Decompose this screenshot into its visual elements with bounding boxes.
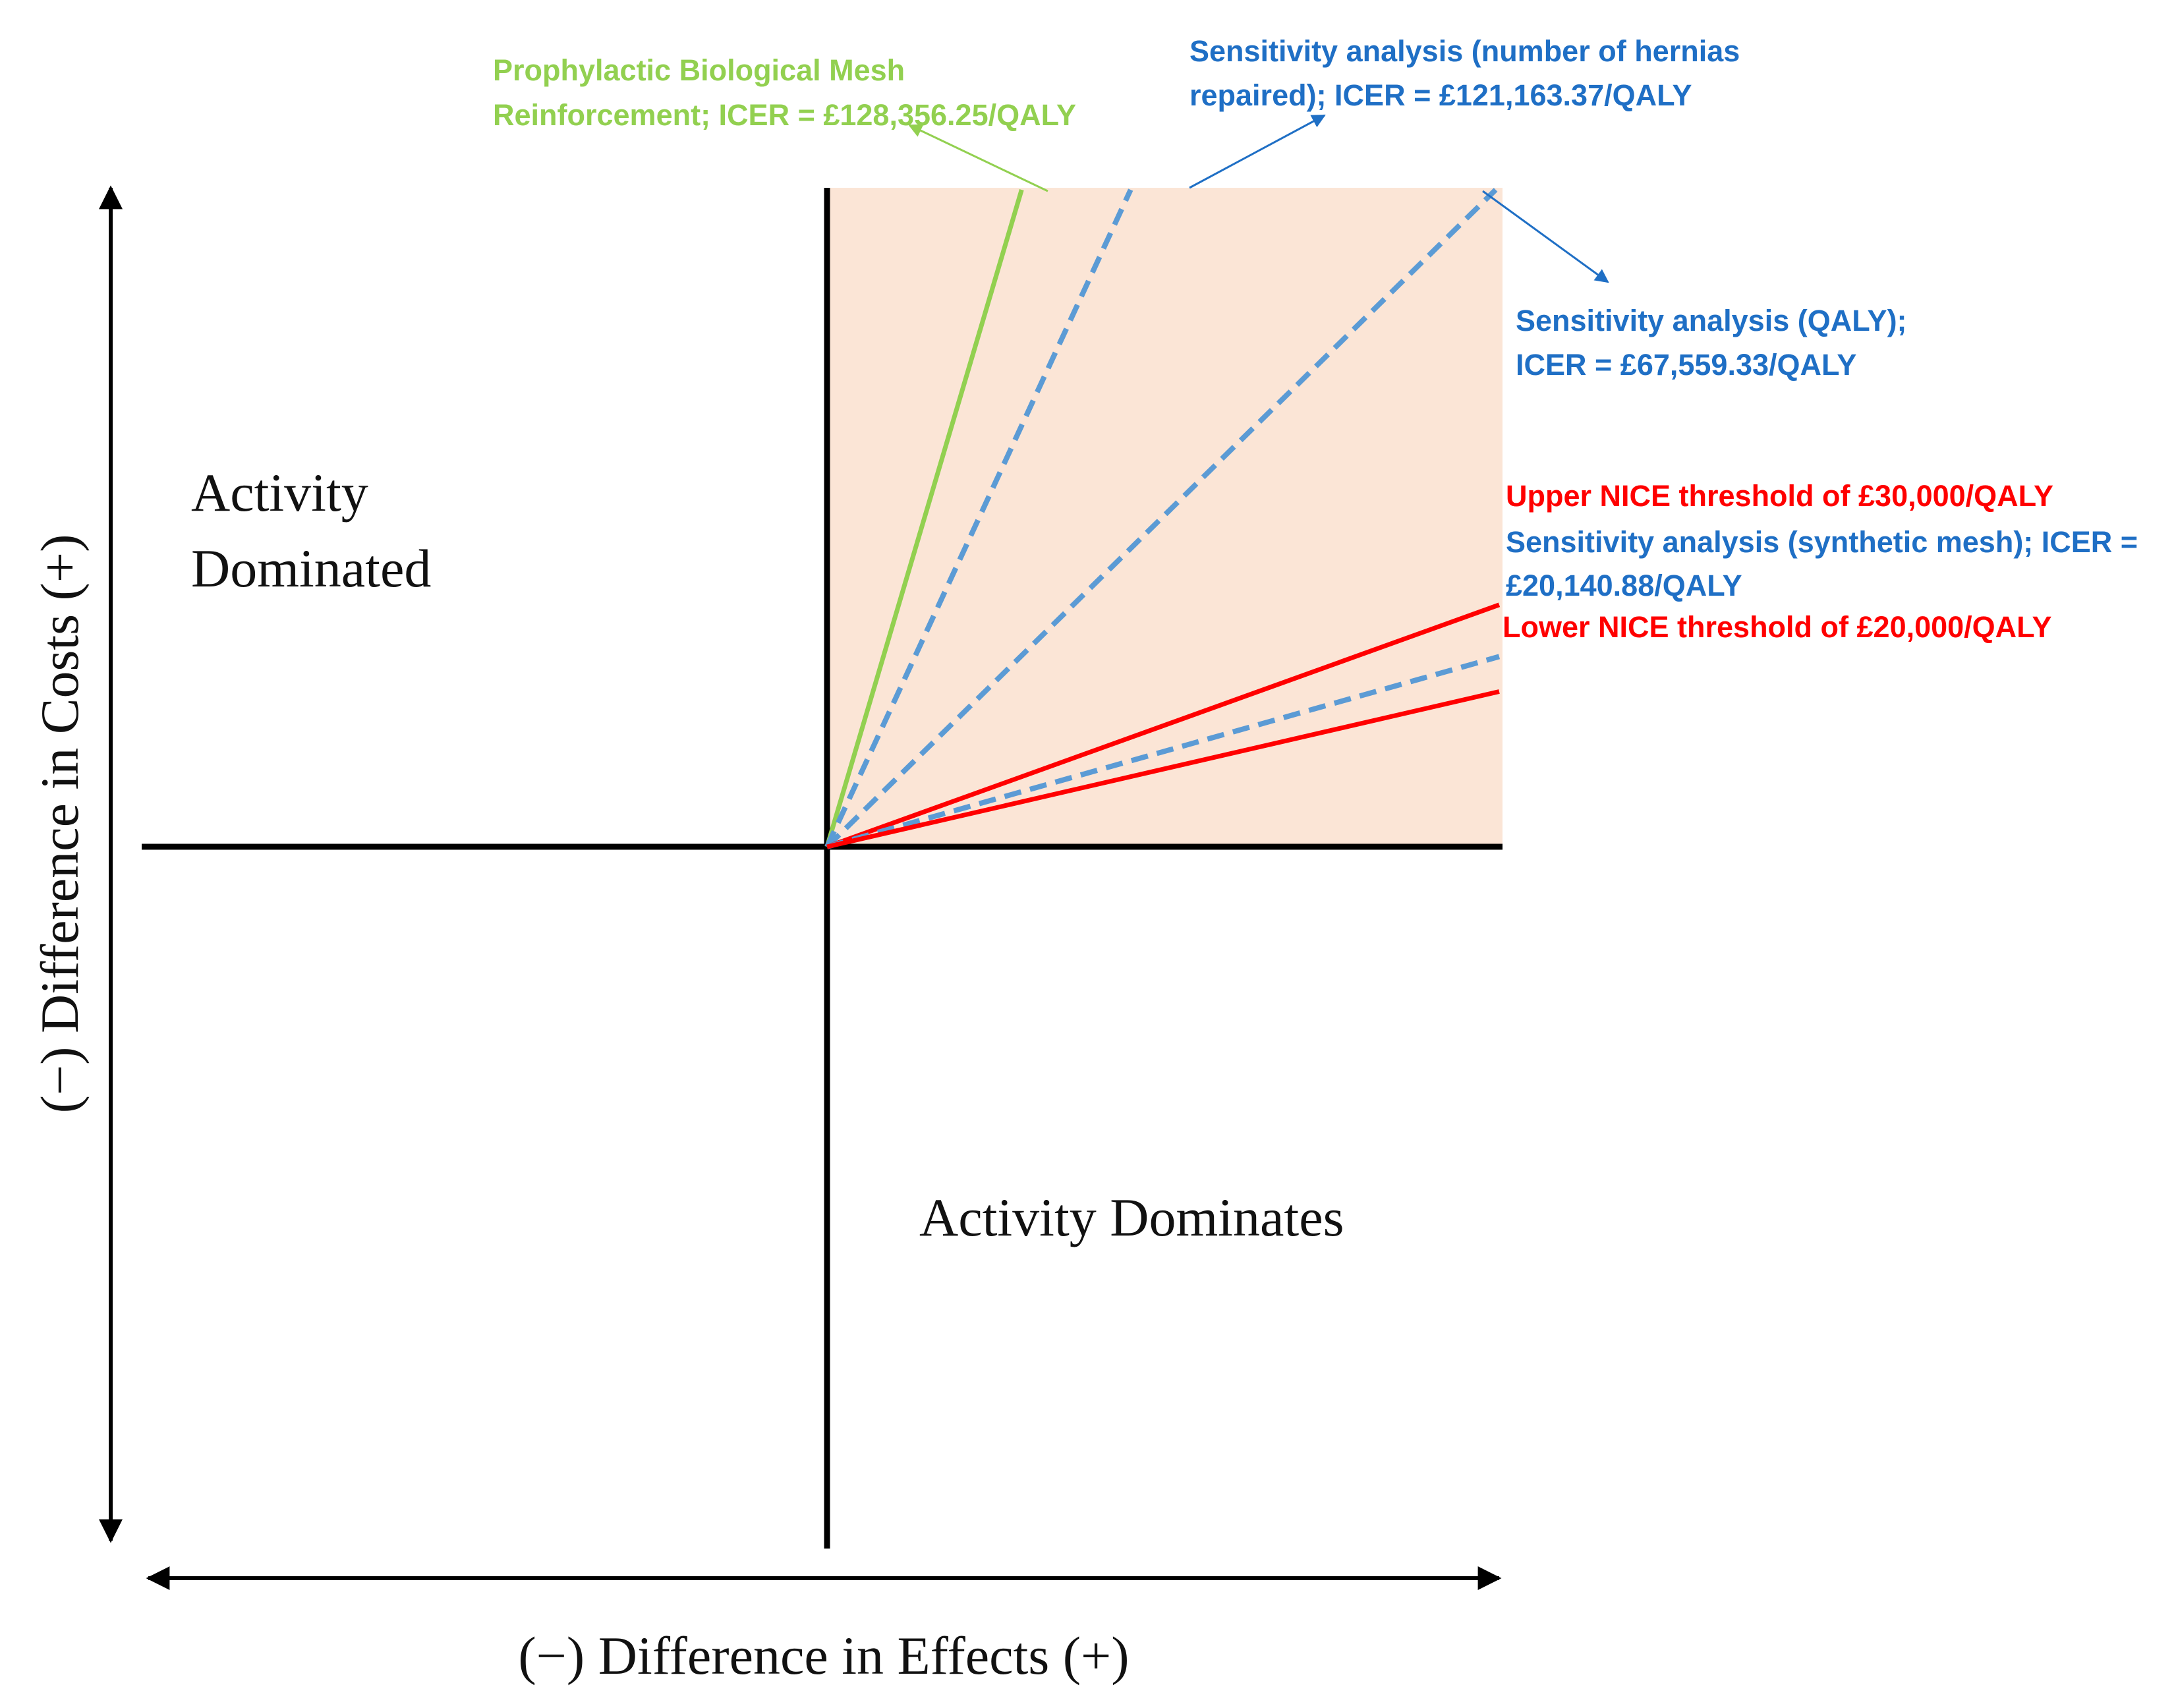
label-sens-qaly-line1: Sensitivity analysis (QALY); — [1516, 304, 1907, 337]
icer-line-sens-synthetic — [826, 654, 1501, 849]
label-intervention-line1: Prophylactic Biological Mesh — [493, 53, 905, 87]
y-axis-title: (−) Difference in Costs (+) — [30, 534, 90, 1114]
intervention-callout-arrow — [908, 124, 1048, 192]
sens-hernias-callout-arrow — [1189, 114, 1326, 189]
label-sens-qaly-line2: ICER = £67,559.33/QALY — [1516, 348, 1856, 382]
label-sens-qaly: Sensitivity analysis (QALY); ICER = £67,… — [1516, 304, 1915, 382]
icer-line-sens-hernias — [824, 188, 1133, 848]
icer-line-lower-nice — [826, 689, 1500, 849]
label-intervention: Prophylactic Biological Mesh Reinforceme… — [493, 53, 1076, 132]
label-sens-synthetic-line2: £20,140.88/QALY — [1506, 569, 1742, 602]
icer-line-upper-nice — [826, 602, 1501, 849]
icer-lines — [824, 188, 1501, 849]
icer-line-intervention — [824, 189, 1024, 847]
label-sens-hernias-line1: Sensitivity analysis (number of hernias — [1189, 34, 1740, 68]
label-lower-nice: Lower NICE threshold of £20,000/QALY — [1503, 610, 2052, 644]
quadrant-label-dominates: Activity Dominates — [919, 1187, 1344, 1247]
quadrant-label-dominated-line1: Activity — [191, 463, 368, 523]
quadrant-label-dominated: Activity Dominated — [191, 463, 431, 598]
ne-quadrant-shade — [827, 188, 1503, 847]
label-sens-hernias: Sensitivity analysis (number of hernias … — [1189, 34, 1748, 112]
x-axis-title: (−) Difference in Effects (+) — [518, 1626, 1129, 1686]
label-sens-synthetic: Sensitivity analysis (synthetic mesh); I… — [1506, 525, 2146, 602]
label-upper-nice: Upper NICE threshold of £30,000/QALY — [1506, 479, 2053, 513]
label-sens-hernias-line2: repaired); ICER = £121,163.37/QALY — [1189, 78, 1692, 112]
label-sens-synthetic-line1: Sensitivity analysis (synthetic mesh); I… — [1506, 525, 2138, 559]
icer-line-sens-qaly — [825, 188, 1498, 849]
label-intervention-line2: Reinforcement; ICER = £128,356.25/QALY — [493, 98, 1076, 132]
sens-qaly-callout-arrow — [1482, 190, 1609, 283]
quadrant-label-dominated-line2: Dominated — [191, 538, 431, 598]
